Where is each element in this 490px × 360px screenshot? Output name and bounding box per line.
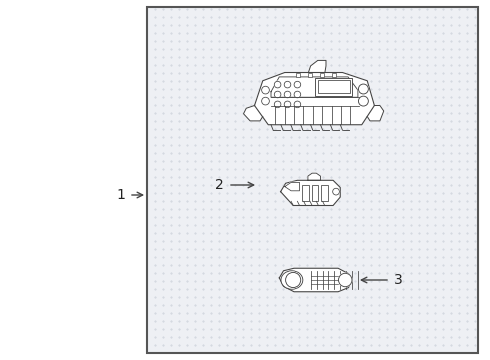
Polygon shape — [271, 77, 358, 97]
Bar — [302, 185, 309, 201]
Circle shape — [294, 91, 301, 98]
Polygon shape — [254, 72, 374, 125]
Circle shape — [286, 273, 301, 288]
Bar — [308, 72, 312, 77]
Polygon shape — [244, 105, 263, 121]
Polygon shape — [285, 183, 299, 191]
Circle shape — [284, 101, 291, 108]
Bar — [315, 78, 352, 96]
Circle shape — [284, 81, 291, 88]
Bar — [296, 72, 300, 77]
Ellipse shape — [281, 271, 303, 289]
Polygon shape — [308, 173, 320, 180]
Circle shape — [274, 101, 281, 108]
Text: 2: 2 — [215, 178, 224, 192]
Circle shape — [284, 91, 291, 98]
Bar — [147, 7, 478, 353]
Circle shape — [274, 91, 281, 98]
Polygon shape — [367, 105, 384, 121]
Circle shape — [294, 81, 301, 88]
Circle shape — [359, 84, 368, 94]
Circle shape — [262, 97, 270, 105]
Bar — [332, 72, 337, 77]
Circle shape — [262, 86, 270, 94]
Bar — [312, 185, 318, 201]
Bar — [321, 185, 328, 201]
Bar — [318, 80, 350, 93]
Circle shape — [274, 81, 281, 88]
Circle shape — [294, 101, 301, 108]
Polygon shape — [279, 268, 351, 292]
Polygon shape — [281, 180, 340, 206]
Text: 3: 3 — [394, 273, 403, 287]
Circle shape — [359, 96, 368, 106]
Bar — [320, 72, 324, 77]
Circle shape — [333, 188, 340, 195]
Circle shape — [339, 273, 352, 287]
Text: 1: 1 — [116, 188, 125, 202]
Polygon shape — [308, 60, 326, 72]
